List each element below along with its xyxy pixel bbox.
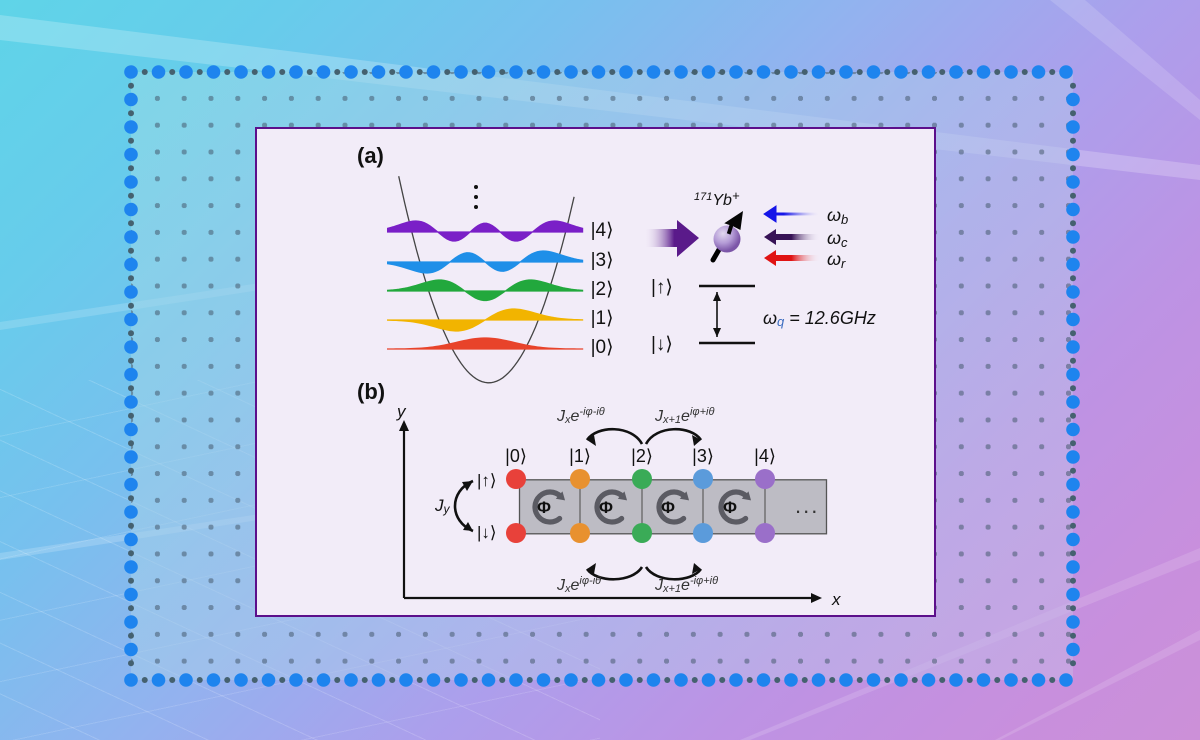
svg-text:|2⟩: |2⟩: [631, 446, 653, 466]
svg-text:|0⟩: |0⟩: [505, 446, 527, 466]
svg-text:Jxe-iφ-iθ: Jxe-iφ-iθ: [556, 406, 605, 426]
svg-text:|↓⟩: |↓⟩: [477, 523, 497, 542]
svg-text:Φ: Φ: [537, 498, 551, 517]
svg-text:Φ: Φ: [723, 498, 737, 517]
svg-text:Φ: Φ: [661, 498, 675, 517]
svg-text:|4⟩: |4⟩: [754, 446, 776, 466]
svg-text:Jx+1eiφ+iθ: Jx+1eiφ+iθ: [654, 406, 714, 426]
svg-text:y: y: [396, 402, 407, 421]
svg-text:|3⟩: |3⟩: [692, 446, 714, 466]
svg-text:Φ: Φ: [599, 498, 613, 517]
svg-text:x: x: [831, 590, 841, 609]
svg-text:Jxeiφ-iθ: Jxeiφ-iθ: [556, 575, 601, 595]
svg-text:...: ...: [795, 493, 819, 518]
svg-text:Jy: Jy: [434, 496, 451, 516]
svg-text:|1⟩: |1⟩: [569, 446, 591, 466]
svg-text:|↑⟩: |↑⟩: [477, 471, 497, 490]
